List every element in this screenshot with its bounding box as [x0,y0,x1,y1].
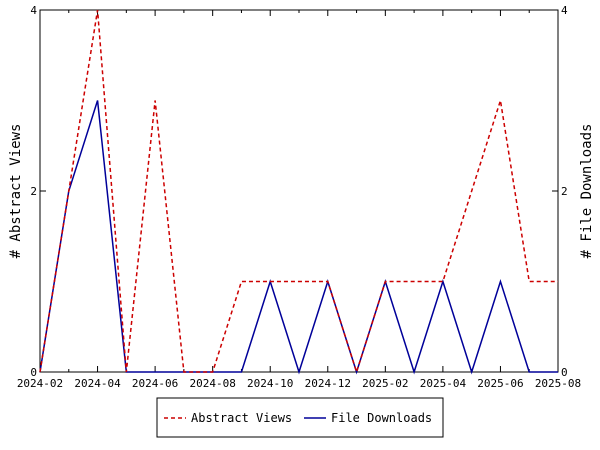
y-tick-label-left: 0 [30,366,37,379]
legend: Abstract Views File Downloads [156,397,444,438]
series-line-abstract-views [39,9,558,375]
y-tick-label-left: 4 [30,4,37,17]
y-tick-label-left: 2 [30,185,37,198]
x-tick-label: 2024-02 [17,377,63,390]
x-tick-label: 2024-10 [247,377,293,390]
y-tick-label-right: 2 [561,185,568,198]
x-tick-label: 2025-06 [477,377,523,390]
y-tick-label-right: 0 [561,366,568,379]
x-tick-label: 2024-12 [305,377,351,390]
ticks-layer: 2024-02 2024-04 2024-06 2024-08 2024-10 2024-… [17,4,581,390]
y-axis-title-left: # Abstract Views [8,124,24,259]
y-tick-label-right: 4 [561,4,568,17]
legend-box [156,397,444,438]
y-axis-title-right: # File Downloads [579,124,595,259]
plot-area [39,9,559,373]
x-tick-label: 2024-04 [74,377,121,390]
x-tick-label: 2025-02 [362,377,408,390]
x-tick-label: 2024-06 [132,377,178,390]
x-tick-label: 2025-08 [535,377,581,390]
x-tick-label: 2025-04 [420,377,467,390]
legend-label-abstract-views: Abstract Views [191,411,292,425]
x-tick-label: 2024-08 [189,377,235,390]
series-layer [39,9,558,375]
legend-label-file-downloads: File Downloads [331,411,432,425]
